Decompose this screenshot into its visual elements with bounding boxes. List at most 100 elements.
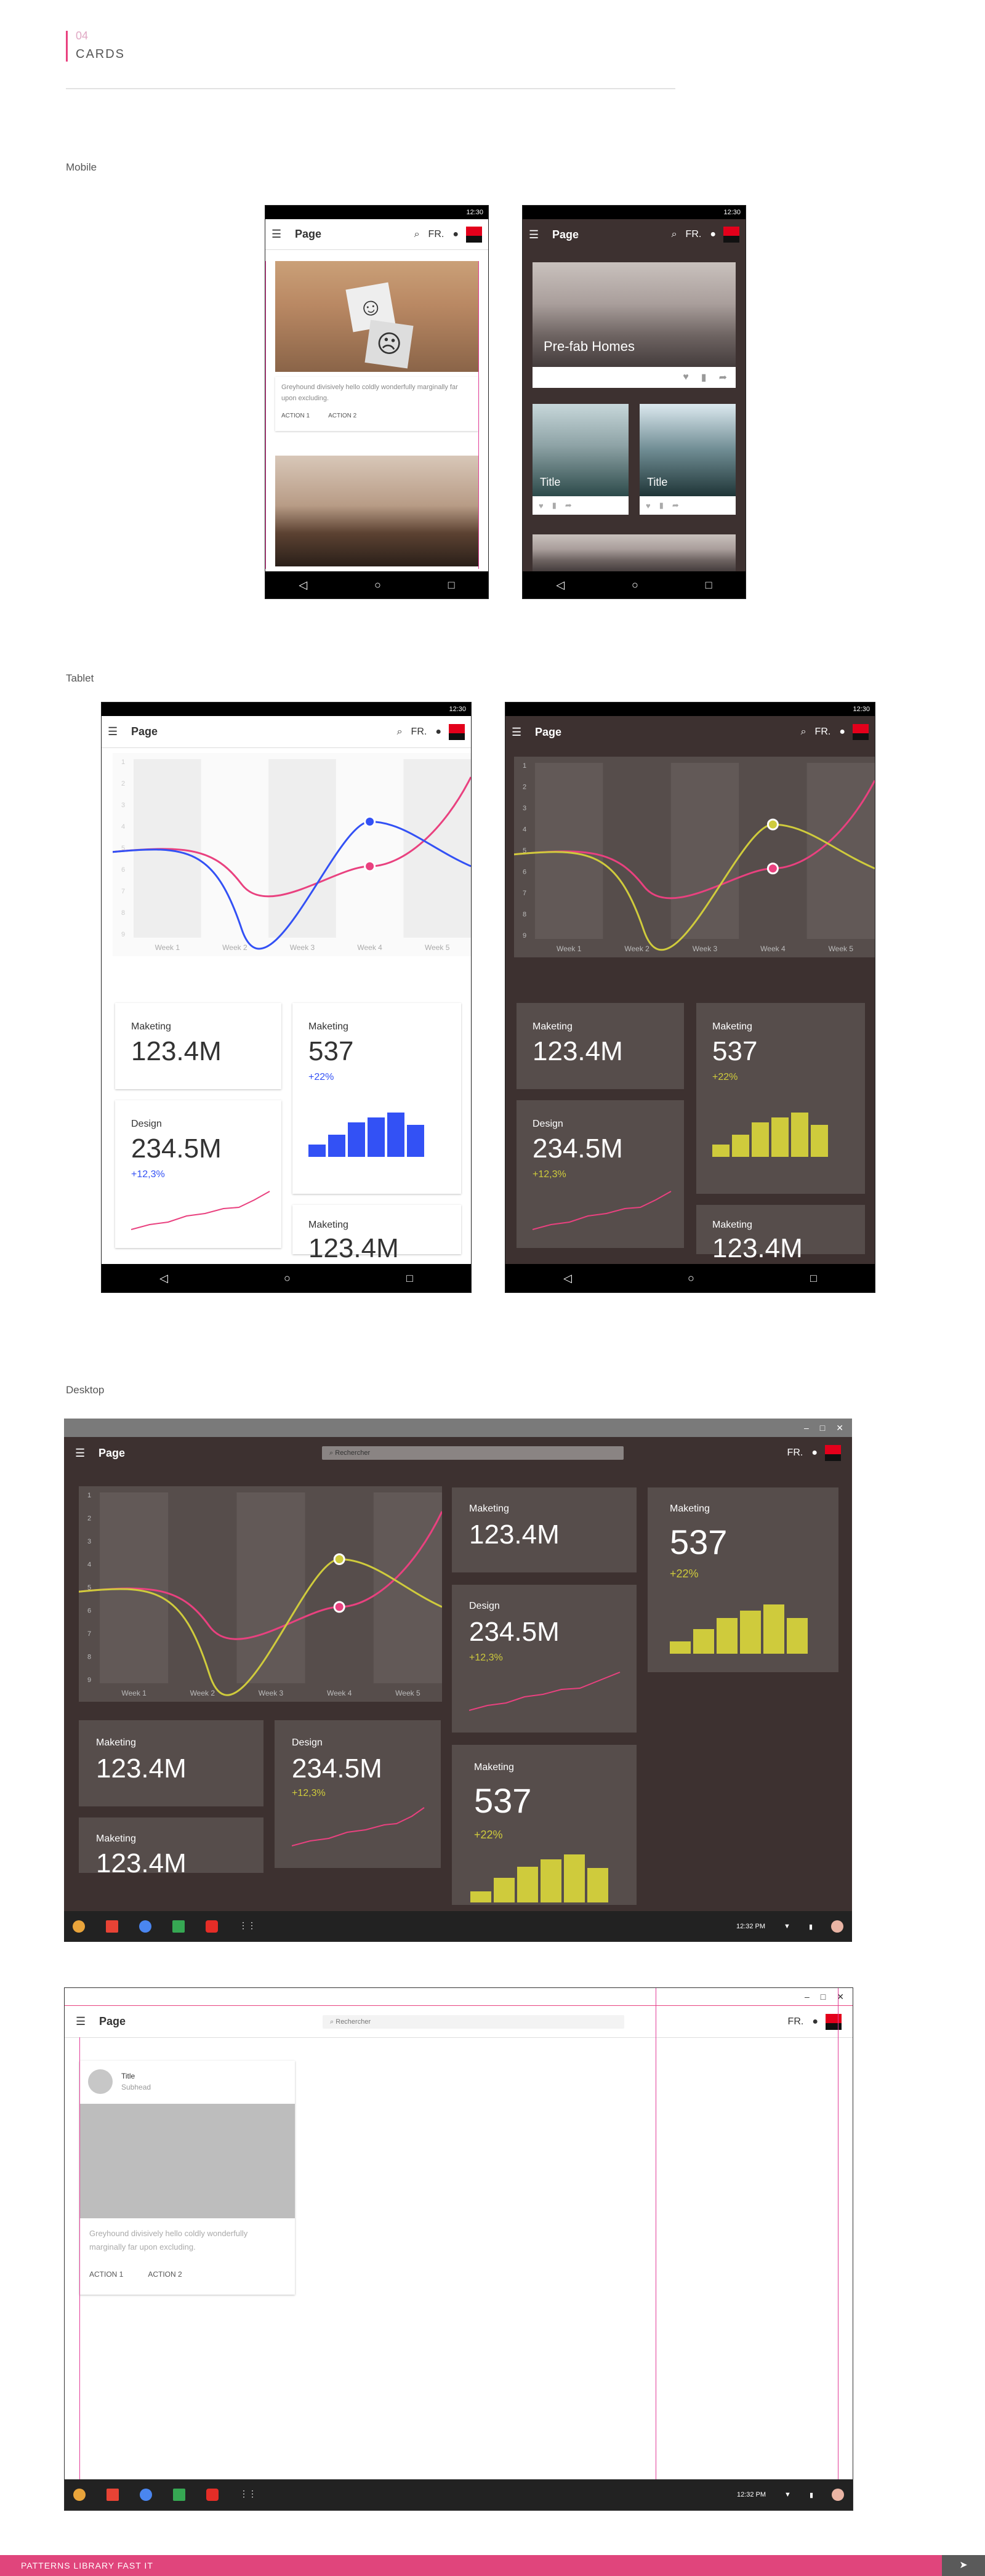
user-icon[interactable]: ● (435, 726, 441, 737)
back-icon[interactable]: ◁ (563, 1271, 572, 1284)
menu-icon[interactable]: ☰ (529, 228, 539, 241)
google-icon[interactable] (140, 2489, 152, 2501)
chrome-icon[interactable] (73, 2489, 86, 2501)
gmail-icon[interactable] (107, 2489, 119, 2501)
line-chart: Week 1 Week 2 Week 3 Week 4 Week 5 1 2 3 4 5 6 7 8 9 (78, 1486, 443, 1702)
chrome-icon[interactable] (73, 1920, 85, 1933)
desktop-dark-window: – □ ✕ ☰ Page ⌕ Rechercher FR. ● Week 1 Week… (64, 1419, 852, 1942)
recents-icon[interactable]: □ (810, 1271, 817, 1284)
recents-icon[interactable]: □ (705, 578, 712, 591)
kpi-value: 123.4M (308, 1233, 399, 1263)
series-line (78, 1511, 443, 1640)
heart-icon[interactable]: ♥ (646, 501, 651, 510)
mobile-label: Mobile (66, 161, 97, 173)
page-title: Page (535, 725, 562, 738)
app-bar: ☰ Page ⌕ FR. ● (523, 219, 746, 250)
y-tick-label: 5 (523, 847, 526, 855)
avatar (88, 2069, 113, 2094)
menu-icon[interactable]: ☰ (75, 1446, 86, 1459)
drive-icon[interactable] (172, 1920, 185, 1933)
heart-icon[interactable]: ♥ (539, 501, 544, 510)
search-icon[interactable]: ⌕ (414, 228, 420, 239)
share-icon[interactable]: ➦ (718, 372, 727, 383)
youtube-icon[interactable] (206, 2489, 219, 2501)
language-switch[interactable]: FR. (814, 727, 831, 737)
battery-icon: ▮ (809, 2491, 813, 2499)
gmail-icon[interactable] (106, 1920, 118, 1933)
language-switch[interactable]: FR. (411, 726, 427, 737)
back-icon[interactable]: ◁ (556, 578, 565, 591)
search-input[interactable]: ⌕ Rechercher (322, 1446, 624, 1460)
mobile-dark-screen: 12:30 ☰ Page ⌕ FR. ● Pre-fab Homes ♥ ▮ ➦… (522, 205, 746, 599)
user-icon[interactable]: ● (839, 727, 845, 737)
user-icon[interactable]: ● (811, 1447, 818, 1458)
action-1-button[interactable]: ACTION 1 (89, 2270, 124, 2279)
language-switch[interactable]: FR. (685, 229, 702, 239)
series-line (78, 1558, 443, 1696)
avatar[interactable] (831, 1920, 843, 1933)
maximize-icon[interactable]: □ (819, 1423, 826, 1433)
avatar[interactable] (832, 2489, 844, 2501)
search-input[interactable]: ⌕ Rechercher (323, 2015, 625, 2029)
kpi-card-design: Design 234.5M +12,3% (517, 1100, 684, 1248)
bookmark-icon[interactable]: ▮ (659, 501, 664, 510)
y-tick-label: 5 (87, 1584, 91, 1592)
bar-mini-chart (308, 1108, 424, 1157)
action-1-button[interactable]: ACTION 1 (281, 413, 310, 419)
y-tick-label: 7 (87, 1630, 91, 1638)
minimize-icon[interactable]: – (804, 1423, 809, 1433)
action-2-button[interactable]: ACTION 2 (148, 2270, 182, 2279)
menu-icon[interactable]: ☰ (271, 228, 282, 240)
share-icon[interactable]: ➦ (672, 501, 679, 510)
bar-mini-chart (470, 1853, 608, 1902)
language-switch[interactable]: FR. (787, 2016, 804, 2027)
mobile-light-screen: 12:30 ☰ Page ⌕ FR. ● ☺ ☹ Greyhound divis… (265, 205, 489, 599)
menu-icon[interactable]: ☰ (512, 725, 522, 738)
app-bar: ☰ Page ⌕ Rechercher FR. ● (64, 1437, 852, 1469)
cursor-icon: ➤ (942, 2555, 985, 2576)
menu-icon[interactable]: ☰ (108, 725, 118, 738)
menu-icon[interactable]: ☰ (76, 2015, 86, 2027)
user-icon[interactable]: ● (812, 2016, 818, 2027)
search-icon[interactable]: ⌕ (800, 727, 806, 737)
recents-icon[interactable]: □ (406, 1271, 413, 1284)
x-tick-label: Week 2 (222, 943, 247, 952)
action-2-button[interactable]: ACTION 2 (328, 413, 357, 419)
language-switch[interactable]: FR. (787, 1447, 803, 1458)
recents-icon[interactable]: □ (448, 578, 455, 591)
apps-grid-icon[interactable]: ⋮⋮ (239, 1920, 256, 1930)
tablet-label: Tablet (66, 672, 94, 684)
home-icon[interactable]: ○ (632, 578, 638, 591)
wifi-icon[interactable]: ▼ (784, 2491, 791, 2498)
bookmark-icon[interactable]: ▮ (552, 501, 557, 510)
card-subhead: Subhead (121, 2083, 151, 2091)
heart-icon[interactable]: ♥ (683, 372, 689, 382)
apps-grid-icon[interactable]: ⋮⋮ (239, 2489, 257, 2498)
home-icon[interactable]: ○ (374, 578, 381, 591)
language-switch[interactable]: FR. (428, 228, 444, 239)
search-icon[interactable]: ⌕ (671, 229, 677, 239)
close-icon[interactable]: ✕ (837, 1991, 844, 2002)
user-icon[interactable]: ● (710, 229, 716, 239)
kpi-value: 123.4M (533, 1036, 623, 1066)
minimize-icon[interactable]: – (805, 1992, 810, 2002)
wifi-icon[interactable]: ▼ (784, 1923, 790, 1930)
bookmark-icon[interactable]: ▮ (701, 372, 707, 383)
user-icon[interactable]: ● (452, 228, 459, 239)
back-icon[interactable]: ◁ (159, 1271, 168, 1284)
home-icon[interactable]: ○ (284, 1271, 291, 1284)
section-title: CARDS (76, 47, 126, 61)
share-icon[interactable]: ➦ (565, 501, 572, 510)
data-point (333, 1553, 345, 1565)
maximize-icon[interactable]: □ (820, 1992, 826, 2002)
home-icon[interactable]: ○ (688, 1271, 694, 1284)
kpi-delta: +22% (712, 1072, 738, 1082)
search-icon[interactable]: ⌕ (396, 726, 403, 737)
youtube-icon[interactable] (206, 1920, 218, 1933)
y-tick-label: 5 (121, 845, 125, 852)
x-tick-label: Week 1 (121, 1689, 147, 1697)
drive-icon[interactable] (173, 2489, 185, 2501)
back-icon[interactable]: ◁ (299, 578, 308, 591)
close-icon[interactable]: ✕ (836, 1422, 843, 1433)
google-icon[interactable] (139, 1920, 151, 1933)
